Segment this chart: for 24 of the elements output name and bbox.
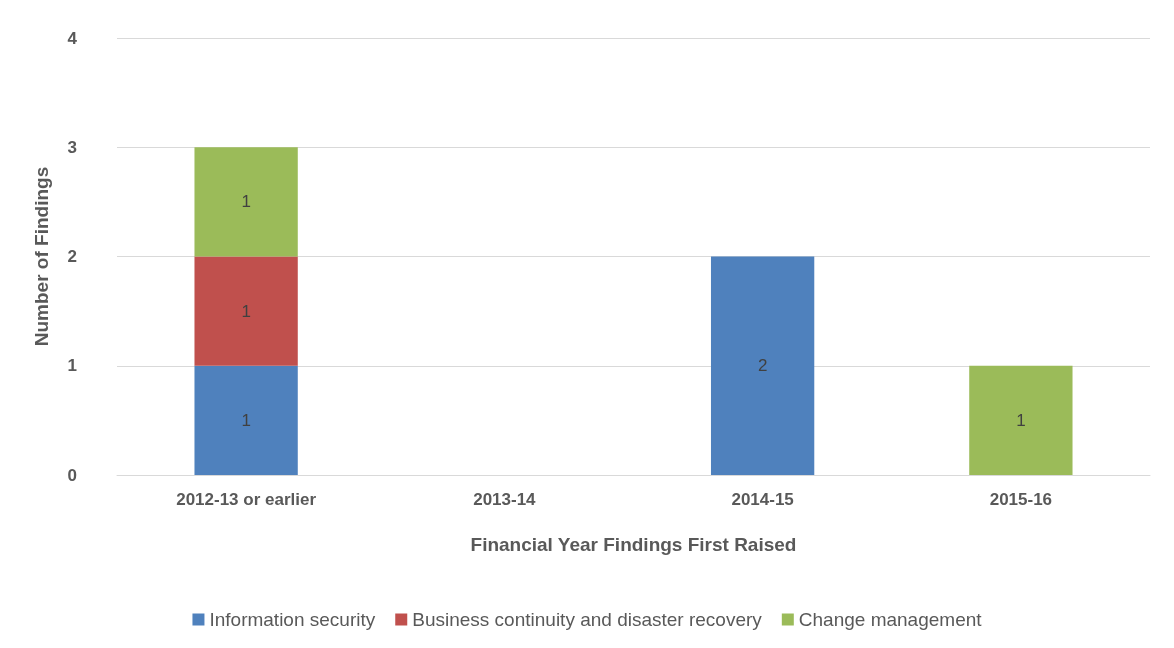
x-tick-label: 2014-15 [731, 490, 794, 509]
data-label: 1 [241, 192, 251, 212]
data-label: 1 [1016, 410, 1026, 430]
bar [969, 365, 1073, 475]
x-tick-label: 2012-13 or earlier [176, 490, 317, 509]
y-tick-label: 2 [67, 247, 77, 266]
bar [194, 365, 298, 475]
legend-label: Business continuity and disaster recovery [412, 609, 763, 630]
bar [194, 147, 298, 257]
data-label: 2 [757, 356, 768, 376]
legend-label: Information security [209, 609, 376, 630]
y-tick-label: 4 [67, 28, 78, 48]
data-label: 1 [241, 301, 251, 321]
x-axis-title: Financial Year Findings First Raised [470, 534, 797, 555]
y-tick-label: 0 [67, 465, 77, 485]
bar [194, 256, 298, 366]
x-tick-label: 2013-14 [473, 490, 537, 509]
data-label: 1 [241, 410, 251, 430]
y-tick-label: 3 [67, 137, 77, 157]
y-tick-label: 1 [67, 356, 77, 376]
bar [710, 256, 815, 475]
x-tick-label: 2015-16 [989, 490, 1053, 509]
legend-label: Change management [798, 609, 983, 630]
y-axis-title: Number of Findings [31, 166, 52, 347]
